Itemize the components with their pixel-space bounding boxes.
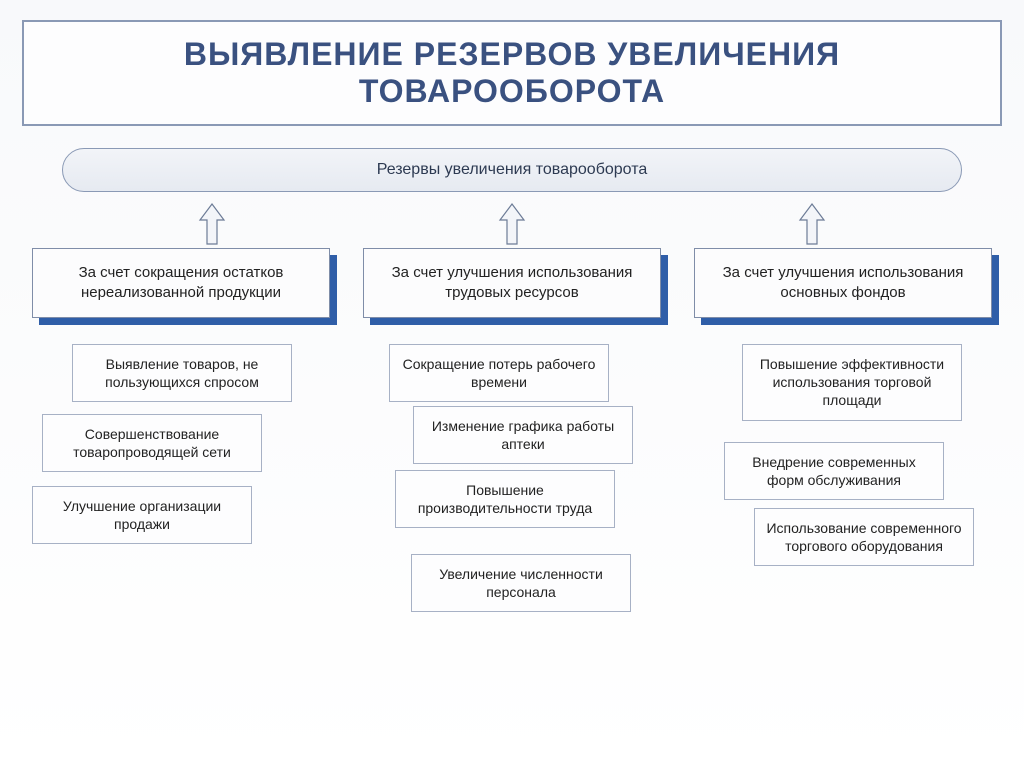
category-box-1: За счет сокращения остатков нереализован… <box>32 248 330 319</box>
item-box: Увеличение численности персонала <box>411 554 631 612</box>
page-title: ВЫЯВЛЕНИЕ РЕЗЕРВОВ УВЕЛИЧЕНИЯ ТОВАРООБОР… <box>44 36 980 110</box>
arrow-up-icon <box>198 202 226 246</box>
columns: Выявление товаров, не пользующихся спрос… <box>32 344 992 664</box>
arrow-up-icon <box>798 202 826 246</box>
item-box: Повышение эффективности использования то… <box>742 344 962 421</box>
column-2: Сокращение потерь рабочего времениИзмене… <box>363 344 661 664</box>
item-box: Улучшение организации продажи <box>32 486 252 544</box>
item-box: Выявление товаров, не пользующихся спрос… <box>72 344 292 402</box>
item-box: Сокращение потерь рабочего времени <box>389 344 609 402</box>
arrow-row <box>62 200 962 248</box>
item-box: Повышение производительности труда <box>395 470 615 528</box>
item-box: Изменение графика работы аптеки <box>413 406 633 464</box>
category-box-3: За счет улучшения использования основных… <box>694 248 992 319</box>
item-box: Совершенствование товаропроводящей сети <box>42 414 262 472</box>
slide: ВЫЯВЛЕНИЕ РЕЗЕРВОВ УВЕЛИЧЕНИЯ ТОВАРООБОР… <box>0 0 1024 767</box>
category-row: За счет сокращения остатков нереализован… <box>32 248 992 319</box>
category-box-2: За счет улучшения использования трудовых… <box>363 248 661 319</box>
item-box: Использование современного торгового обо… <box>754 508 974 566</box>
column-3: Повышение эффективности использования то… <box>694 344 992 664</box>
column-1: Выявление товаров, не пользующихся спрос… <box>32 344 330 664</box>
arrow-up-icon <box>498 202 526 246</box>
root-node: Резервы увеличения товарооборота <box>62 148 962 192</box>
title-frame: ВЫЯВЛЕНИЕ РЕЗЕРВОВ УВЕЛИЧЕНИЯ ТОВАРООБОР… <box>22 20 1002 126</box>
item-box: Внедрение современных форм обслуживания <box>724 442 944 500</box>
